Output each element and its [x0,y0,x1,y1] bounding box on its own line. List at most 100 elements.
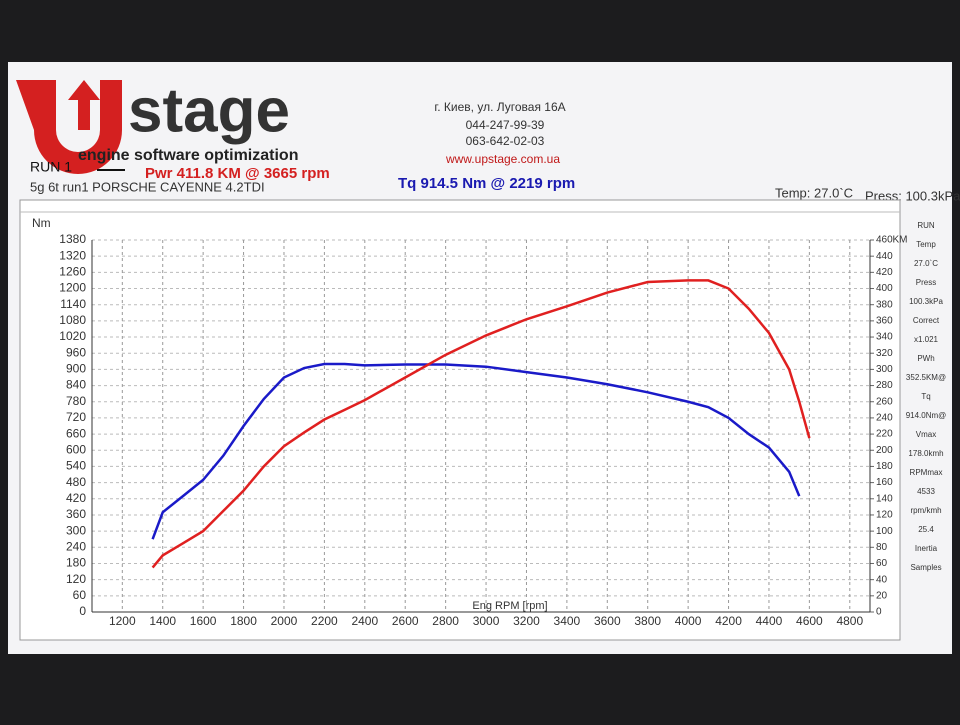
side-panel-item: Press [916,278,936,287]
y2-tick-label: 200 [876,445,893,456]
side-panel-item: PWh [917,354,934,363]
side-panel-item: rpm/kmh [910,506,941,515]
logo-u [16,80,122,174]
x-tick-label: 3200 [513,614,540,628]
x-tick-label: 2600 [392,614,419,628]
y-tick-label: 1200 [59,281,86,295]
series-line [151,279,811,569]
side-panel-item: x1.021 [914,335,939,344]
y-tick-label: 780 [66,394,86,408]
y-tick-label: 1080 [59,313,86,327]
y-tick-label: 300 [66,523,86,537]
side-panel-item: Tq [921,392,930,401]
y-tick-label: 480 [66,475,86,489]
x-tick-label: 1800 [230,614,257,628]
x-tick-label: 1600 [190,614,217,628]
y-tick-label: 0 [79,604,86,618]
phone: 044-247-99-39 [466,118,545,132]
y2-tick-label: 380 [876,299,893,310]
x-tick-label: 3600 [594,614,621,628]
y2-tick-label: 60 [876,558,888,569]
y2-tick-label: 80 [876,542,888,553]
y-tick-label: 720 [66,410,86,424]
y-tick-label: 600 [66,442,86,456]
y-tick-label: 1020 [59,329,86,343]
side-panel-item: 914.0Nm@ [906,411,947,420]
side-panel-item: Correct [913,316,940,325]
plot-frame [19,199,901,641]
side-panel-item: Temp [916,240,936,249]
logo-arrow [68,80,100,130]
y-tick-label: 840 [66,378,86,392]
y2-tick-label: 300 [876,364,893,375]
y-tick-label: 900 [66,362,86,376]
x-axis-label: Eng RPM [rpm] [472,600,547,612]
y-tick-label: 240 [66,539,86,553]
address: г. Киев, ул. Луговая 16А [434,100,565,114]
side-panel-item: 27.0`C [914,259,938,268]
y2-tick-label: 20 [876,590,888,601]
y2-tick-label: 400 [876,283,893,294]
torque-summary: Tq 914.5 Nm @ 2219 rpm [398,175,575,192]
x-tick-label: 3400 [554,614,581,628]
y-axis-label: Nm [32,216,51,230]
y-tick-label: 660 [66,426,86,440]
side-panel-item: RUN [917,221,935,230]
y-tick-label: 540 [66,459,86,473]
phone: 063-642-02-03 [466,134,545,148]
y2-axis-label: KM [893,235,908,246]
y2-tick-label: 120 [876,510,893,521]
y2-tick-label: 260 [876,396,893,407]
y2-tick-label: 160 [876,477,893,488]
x-tick-label: 1200 [109,614,136,628]
y-tick-label: 360 [66,507,86,521]
x-tick-label: 2200 [311,614,338,628]
x-tick-label: 2800 [432,614,459,628]
y2-tick-label: 360 [876,316,893,327]
x-tick-label: 4000 [675,614,702,628]
x-tick-label: 2000 [271,614,298,628]
y2-tick-label: 440 [876,251,893,262]
y2-tick-label: 420 [876,267,893,278]
side-panel-item: 100.3kPa [909,297,943,306]
x-tick-label: 1400 [149,614,176,628]
y2-tick-label: 40 [876,574,888,585]
side-panel-item: RPMmax [910,468,943,477]
website: www.upstage.com.ua [445,152,560,166]
temp: Temp: 27.0`C [775,185,853,200]
side-panel-item: 25.4 [918,525,934,534]
slogan: engine software optimization [78,147,298,164]
side-panel-item: 178.0kmh [908,449,943,458]
x-tick-label: 3800 [634,614,661,628]
y-tick-label: 120 [66,572,86,586]
vehicle: 5g 6t run1 PORSCHE CAYENNE 4.2TDI [30,179,265,194]
y-tick-label: 1380 [59,232,86,246]
y-tick-label: 1320 [59,248,86,262]
y2-tick-label: 100 [876,526,893,537]
x-tick-label: 3000 [473,614,500,628]
y2-tick-label: 180 [876,461,893,472]
side-panel-item: Samples [910,563,941,572]
y-tick-label: 60 [73,588,87,602]
y-tick-label: 180 [66,556,86,570]
side-panel-item: 352.5KM@ [906,373,946,382]
y-tick-label: 960 [66,345,86,359]
series-line [151,362,801,540]
x-tick-label: 2400 [351,614,378,628]
x-tick-label: 4600 [796,614,823,628]
logo: stage [128,76,290,145]
y2-tick-label: 240 [876,413,893,424]
side-panel-item: Inertia [915,544,938,553]
y2-tick-label: 0 [876,607,882,618]
y2-tick-label: 460 [876,235,893,246]
x-tick-label: 4400 [756,614,783,628]
y2-tick-label: 320 [876,348,893,359]
x-tick-label: 4200 [715,614,742,628]
run: RUN 1 [30,159,72,175]
side-panel-item: 4533 [917,487,935,496]
y2-tick-label: 340 [876,332,893,343]
power-summary: Pwr 411.8 KM @ 3665 rpm [145,165,330,182]
y2-tick-label: 220 [876,429,893,440]
y2-tick-label: 140 [876,493,893,504]
